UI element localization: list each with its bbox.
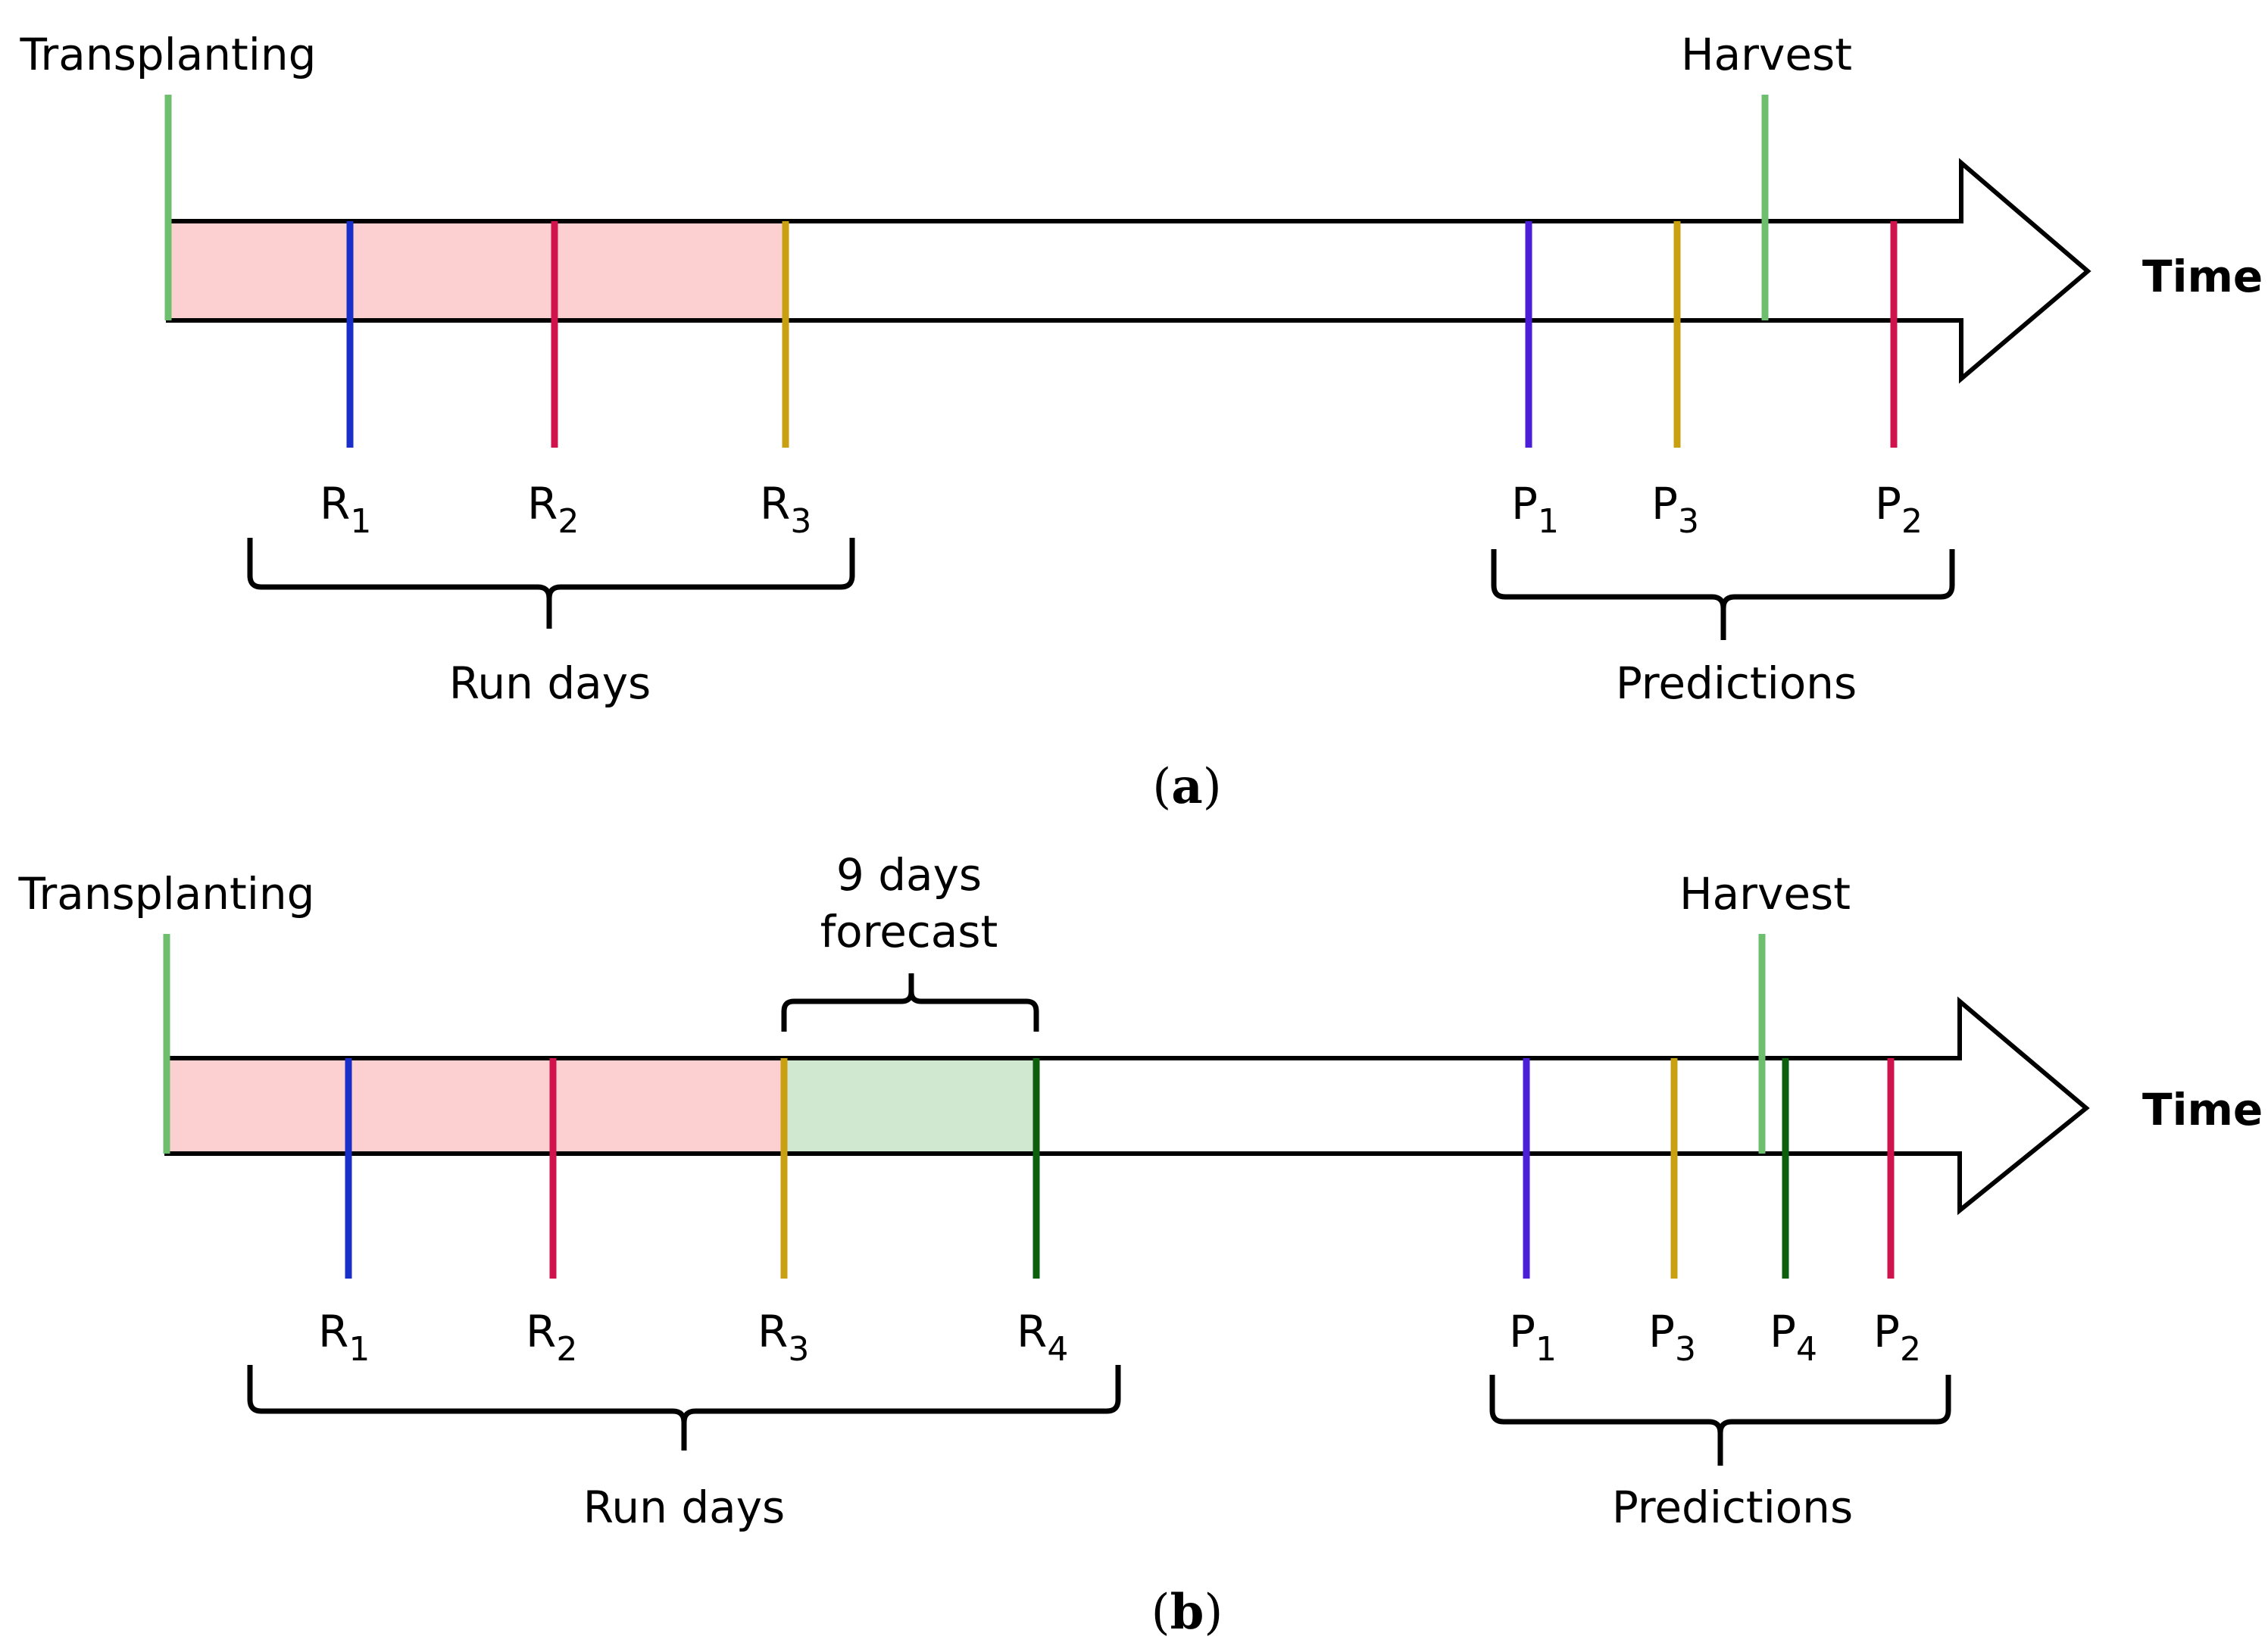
panel-b-r4-label: R4 xyxy=(1017,1306,1068,1369)
panel-b: Transplanting Harvest 9 days forecast Ti… xyxy=(18,849,2263,1641)
panel-b-run-region xyxy=(168,1058,784,1154)
panel-a-p1-label: P1 xyxy=(1511,478,1559,541)
panel-b-caption: (b) xyxy=(1151,1584,1223,1641)
panel-b-p2-label: P2 xyxy=(1873,1306,1921,1369)
panel-b-r1-label: R1 xyxy=(318,1306,370,1369)
panel-b-r3-label: R3 xyxy=(758,1306,809,1369)
panel-a-harvest-label: Harvest xyxy=(1681,29,1852,80)
panel-a-p2-label: P2 xyxy=(1875,478,1923,541)
panel-b-p1-label: P1 xyxy=(1509,1306,1557,1369)
panel-b-forecast-label-line1: 9 days xyxy=(836,849,982,901)
panel-b-harvest-label: Harvest xyxy=(1679,868,1851,920)
panel-a-p3-label: P3 xyxy=(1651,478,1699,541)
panel-b-forecast-region xyxy=(784,1058,1036,1154)
panel-b-transplanting-label: Transplanting xyxy=(18,868,315,920)
panel-b-run-brace xyxy=(247,1365,1121,1451)
panel-b-run-days-label: Run days xyxy=(583,1482,786,1533)
panel-b-time-arrow xyxy=(164,996,2090,1216)
panel-a-time-arrow xyxy=(166,158,2091,384)
panel-a-time-label: Time xyxy=(2142,251,2263,302)
panel-b-pred-brace xyxy=(1489,1375,1951,1466)
panel-a-run-region xyxy=(168,221,786,320)
panel-a-run-brace xyxy=(247,538,855,629)
panel-a: Transplanting Harvest Time R1 R2 R3 P1 P… xyxy=(20,29,2263,815)
panel-a-r2-label: R2 xyxy=(527,478,579,541)
panel-b-forecast-label-line2: forecast xyxy=(820,906,998,957)
panel-a-transplanting-label: Transplanting xyxy=(20,29,317,80)
panel-a-run-days-label: Run days xyxy=(449,657,651,709)
panel-a-caption: (a) xyxy=(1152,758,1221,815)
panel-b-p4-label: P4 xyxy=(1770,1306,1817,1369)
panel-b-predictions-label: Predictions xyxy=(1612,1482,1853,1533)
panel-b-forecast-brace xyxy=(781,973,1039,1032)
panel-a-r3-label: R3 xyxy=(760,478,811,541)
panel-b-r2-label: R2 xyxy=(526,1306,577,1369)
panel-a-predictions-label: Predictions xyxy=(1616,657,1857,709)
panel-b-time-label: Time xyxy=(2142,1084,2263,1135)
panel-b-p3-label: P3 xyxy=(1648,1306,1696,1369)
panel-a-pred-brace xyxy=(1491,549,1955,640)
panel-a-r1-label: R1 xyxy=(320,478,371,541)
